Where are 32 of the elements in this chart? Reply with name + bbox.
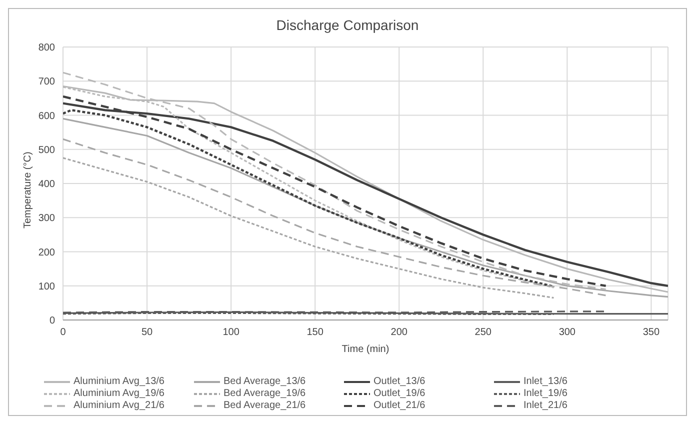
- y-tick-label: 200: [38, 247, 56, 258]
- y-tick-label: 300: [38, 213, 56, 224]
- legend-label: Outlet_13/6: [374, 376, 426, 387]
- legend-label: Aluminium Avg_13/6: [74, 376, 164, 387]
- y-tick-label: 500: [38, 144, 56, 156]
- legend-label: Aluminium Avg_21/6: [74, 400, 164, 411]
- x-tick-label: 150: [306, 327, 324, 338]
- chart-title: Discharge Comparison: [275, 16, 420, 35]
- x-tick-label: 200: [390, 327, 408, 338]
- legend-label: Inlet_21/6: [524, 400, 568, 411]
- y-tick-label: 0: [49, 316, 56, 327]
- legend-label: Outlet_19/6: [374, 388, 426, 399]
- y-tick-label: 600: [38, 110, 56, 122]
- y-tick-label: 800: [38, 42, 56, 54]
- y-tick-label: 700: [38, 76, 56, 88]
- x-tick-label: 250: [474, 327, 492, 338]
- y-tick-label: 400: [38, 179, 56, 190]
- legend-label: Outlet_21/6: [374, 400, 426, 411]
- y-axis-title: Temperature (°C): [22, 152, 34, 228]
- x-axis-title: Time (min): [342, 344, 390, 355]
- legend-label: Inlet_13/6: [524, 376, 568, 387]
- x-tick-label: 0: [60, 327, 66, 338]
- x-tick-label: 350: [642, 327, 660, 338]
- y-tick-label: 100: [38, 281, 56, 292]
- legend-label: Bed Average_21/6: [224, 400, 306, 411]
- x-tick-label: 100: [222, 327, 240, 338]
- legend-label: Bed Average_19/6: [224, 388, 306, 399]
- legend-label: Bed Average_13/6: [224, 376, 306, 387]
- x-tick-label: 300: [558, 327, 576, 338]
- legend-label: Inlet_19/6: [524, 388, 568, 399]
- x-tick-label: 50: [141, 327, 154, 338]
- legend-label: Aluminium Avg_19/6: [74, 388, 164, 399]
